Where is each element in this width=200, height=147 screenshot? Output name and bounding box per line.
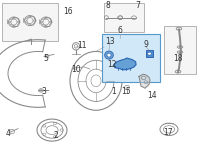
Text: 2: 2 <box>54 131 58 140</box>
Text: 18: 18 <box>173 54 183 63</box>
Text: 6: 6 <box>118 26 122 35</box>
Ellipse shape <box>179 52 181 53</box>
Bar <box>146 50 153 57</box>
Polygon shape <box>114 58 136 70</box>
Text: 11: 11 <box>77 41 87 50</box>
Text: 9: 9 <box>144 40 148 49</box>
Bar <box>104 3 144 32</box>
Text: 13: 13 <box>105 37 115 46</box>
Text: 7: 7 <box>136 1 140 10</box>
Ellipse shape <box>179 46 181 48</box>
Text: 14: 14 <box>147 91 157 100</box>
Text: 4: 4 <box>6 129 10 138</box>
Bar <box>102 34 160 82</box>
Polygon shape <box>139 74 150 88</box>
Text: 5: 5 <box>44 54 48 63</box>
Bar <box>2 3 58 41</box>
Ellipse shape <box>148 52 152 55</box>
Text: 15: 15 <box>121 87 131 96</box>
Bar <box>164 26 196 74</box>
Text: 1: 1 <box>112 87 116 96</box>
Text: 3: 3 <box>42 87 46 96</box>
Ellipse shape <box>40 90 42 91</box>
Text: 12: 12 <box>107 60 117 69</box>
Text: 8: 8 <box>106 1 110 10</box>
Text: 17: 17 <box>163 128 173 137</box>
Text: 10: 10 <box>71 65 81 74</box>
Text: 16: 16 <box>63 7 73 16</box>
Ellipse shape <box>105 51 113 59</box>
Ellipse shape <box>107 53 111 57</box>
